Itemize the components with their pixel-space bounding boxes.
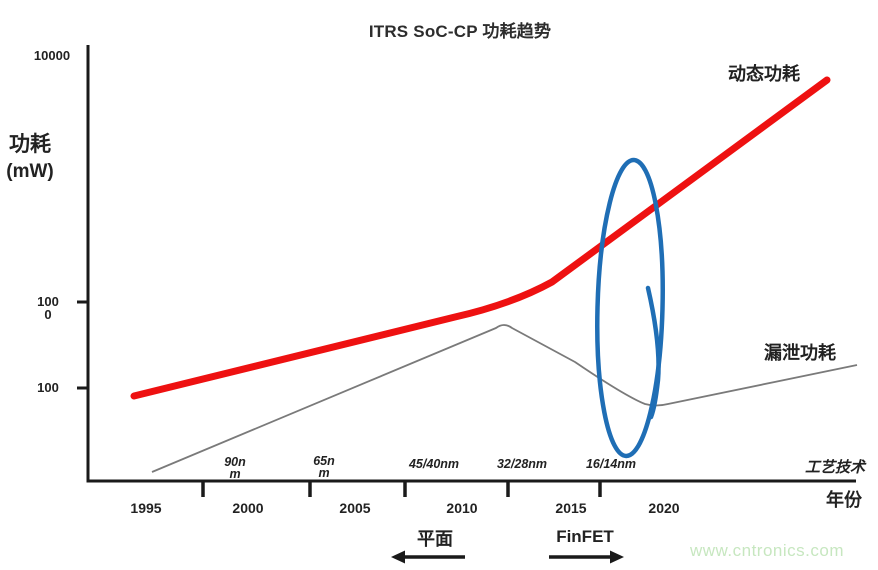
leakage-power-line [151,324,858,473]
process-node-45-40nm: 45/40nm [408,457,460,471]
x-tick-label-2005: 2005 [339,500,371,516]
leakage-power-label: 漏泄功耗 [764,343,836,363]
y-tick-label-10000: 10000 [33,48,71,63]
finfet-arrow-head-icon [610,550,624,564]
finfet-era-label: FinFET [556,527,614,546]
process-node-65nm: 65n m [313,454,335,480]
y-tick-label-100: 100 [37,380,59,395]
x-tick-label-2000: 2000 [232,500,264,516]
process-node-32-28nm: 32/28nm [496,457,548,471]
x-tick-label-2020: 2020 [648,500,680,516]
planar-era-label: 平面 [417,529,453,549]
highlight-ellipse-tail [645,285,661,420]
x-tick-label-1995: 1995 [130,500,162,516]
chart-title: ITRS SoC-CP 功耗趋势 [368,22,552,41]
planar-arrow-head-icon [391,550,405,564]
process-node-16-14nm: 16/14nm [585,457,637,471]
y-axis-unit: (mW) [6,161,54,182]
process-node-90nm: 90n m [224,455,246,481]
dynamic-power-line [130,76,831,400]
y-axis-title: 功耗 [9,133,51,156]
dynamic-power-label: 动态功耗 [728,64,800,84]
highlight-ellipse [595,157,665,459]
x-tick-label-2015: 2015 [555,500,587,516]
process-axis-label: 工艺技术 [805,459,866,476]
y-tick-label-1000: 100 0 [37,294,59,322]
x-tick-label-2010: 2010 [446,500,478,516]
watermark: www.cntronics.com [690,541,844,560]
x-axis-title: 年份 [826,490,862,510]
